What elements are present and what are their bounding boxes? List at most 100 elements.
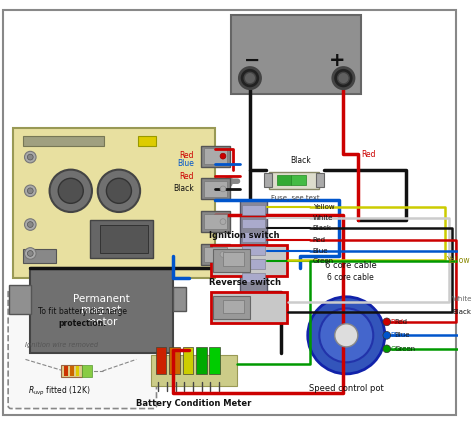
Text: 6 core cable: 6 core cable [327,273,374,282]
FancyBboxPatch shape [204,181,227,197]
Text: Ignition wire removed: Ignition wire removed [26,342,99,348]
FancyBboxPatch shape [201,211,230,232]
Text: Green: Green [391,346,412,352]
Circle shape [333,68,354,89]
Text: Blue: Blue [394,332,410,338]
FancyBboxPatch shape [151,354,237,386]
Text: Black: Black [173,184,194,193]
FancyBboxPatch shape [204,214,227,230]
Text: Blue: Blue [312,247,328,254]
Circle shape [335,324,358,347]
FancyBboxPatch shape [201,244,230,265]
FancyBboxPatch shape [211,292,287,323]
FancyBboxPatch shape [223,300,244,313]
FancyBboxPatch shape [23,249,56,263]
FancyBboxPatch shape [269,172,319,189]
Text: Red: Red [180,172,194,181]
Circle shape [27,251,33,256]
Circle shape [220,219,226,224]
FancyBboxPatch shape [30,268,173,353]
FancyBboxPatch shape [277,176,292,185]
FancyBboxPatch shape [169,347,180,374]
Text: 6 core cable: 6 core cable [325,261,377,269]
Text: Red: Red [391,319,403,325]
FancyBboxPatch shape [8,289,156,408]
FancyBboxPatch shape [242,259,265,269]
Circle shape [239,68,261,89]
Text: Blue: Blue [177,159,194,168]
Circle shape [220,252,226,257]
Text: Blue: Blue [391,332,406,338]
FancyBboxPatch shape [3,10,456,415]
FancyBboxPatch shape [204,148,227,164]
Text: Yellow: Yellow [312,204,334,210]
FancyBboxPatch shape [138,136,155,145]
FancyBboxPatch shape [204,246,227,262]
Text: Red: Red [180,151,194,160]
Text: Yellow: Yellow [447,256,471,265]
FancyBboxPatch shape [9,285,31,314]
Text: Red: Red [394,319,408,325]
FancyBboxPatch shape [196,347,207,374]
Text: White: White [312,215,333,221]
Text: Green: Green [312,258,334,264]
Circle shape [25,248,36,259]
FancyBboxPatch shape [210,347,220,374]
FancyBboxPatch shape [317,173,324,187]
Text: Ignition switch: Ignition switch [210,231,280,240]
Circle shape [27,154,33,160]
Text: Speed control pot: Speed control pot [309,383,383,393]
FancyBboxPatch shape [242,232,265,242]
Circle shape [106,178,131,203]
FancyBboxPatch shape [242,246,265,255]
Text: Reverse switch: Reverse switch [210,278,282,287]
Circle shape [319,309,373,362]
Text: −: − [244,51,260,70]
Circle shape [27,222,33,227]
Text: Fuse, see text: Fuse, see text [271,195,319,201]
Circle shape [25,219,36,230]
Circle shape [383,318,391,326]
Circle shape [308,297,385,374]
Text: Red: Red [312,237,326,243]
Circle shape [58,178,83,203]
FancyBboxPatch shape [240,201,267,292]
FancyBboxPatch shape [201,145,230,167]
FancyBboxPatch shape [155,347,166,374]
Text: Green: Green [394,346,416,352]
Text: +: + [328,51,345,70]
Circle shape [50,170,92,212]
FancyBboxPatch shape [223,252,244,266]
Circle shape [244,72,256,84]
Text: Black: Black [452,309,471,315]
FancyBboxPatch shape [64,366,68,376]
FancyBboxPatch shape [292,176,306,185]
Circle shape [220,186,226,192]
Circle shape [27,188,33,194]
Text: Black: Black [291,156,311,165]
FancyBboxPatch shape [213,296,250,319]
FancyBboxPatch shape [211,245,287,275]
FancyBboxPatch shape [173,287,186,311]
FancyBboxPatch shape [213,249,250,272]
Circle shape [98,170,140,212]
FancyBboxPatch shape [75,366,80,376]
FancyBboxPatch shape [242,205,265,215]
FancyBboxPatch shape [242,219,265,228]
Circle shape [383,332,391,339]
FancyBboxPatch shape [182,347,193,374]
FancyBboxPatch shape [82,365,92,377]
Text: Battery Condition Meter: Battery Condition Meter [137,399,252,408]
FancyBboxPatch shape [100,224,148,253]
Circle shape [25,151,36,163]
Text: Red: Red [362,150,376,159]
Circle shape [220,153,226,159]
Circle shape [337,72,349,84]
Circle shape [383,345,391,353]
FancyBboxPatch shape [231,15,361,94]
FancyBboxPatch shape [242,273,265,282]
FancyBboxPatch shape [70,366,73,376]
FancyBboxPatch shape [264,173,272,187]
Text: To fit battery discharge: To fit battery discharge [38,307,127,316]
Text: Black: Black [312,225,332,231]
